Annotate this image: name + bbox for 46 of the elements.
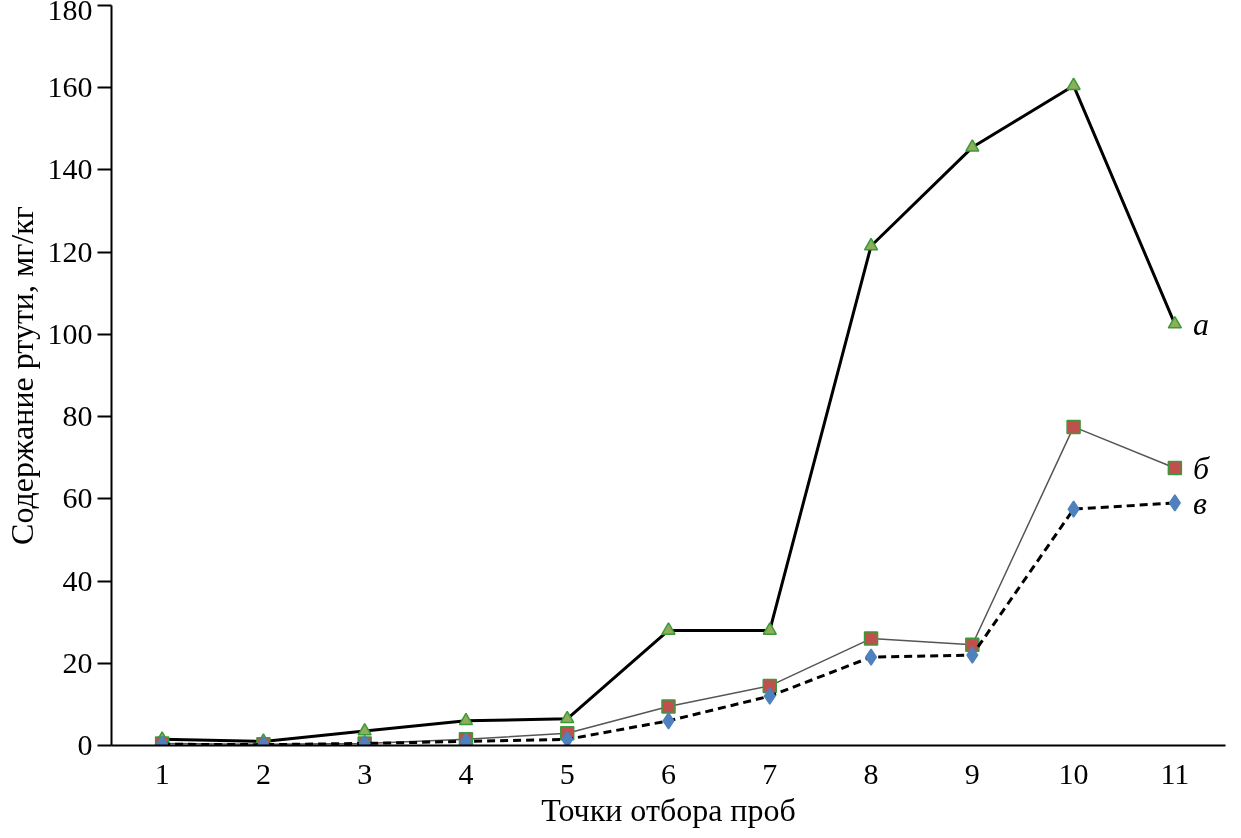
- x-tick-label: 6: [661, 756, 676, 790]
- x-tick-label: 4: [458, 756, 474, 790]
- point: [863, 237, 879, 251]
- x-tick-label: 2: [255, 756, 271, 790]
- point: [1066, 419, 1081, 435]
- point: [458, 712, 474, 726]
- y-tick-label: 40: [62, 563, 93, 597]
- point: [662, 712, 675, 730]
- point: [1066, 77, 1081, 91]
- x-tick-label: 5: [559, 756, 575, 790]
- y-tick-label: 140: [47, 152, 93, 186]
- y-tick-label: 100: [47, 316, 93, 350]
- point: [1168, 494, 1181, 512]
- series-label: а: [1193, 306, 1210, 343]
- point: [1067, 500, 1080, 518]
- point: [863, 631, 879, 646]
- point: [561, 730, 574, 746]
- point: [762, 622, 778, 635]
- x-axis-title: Точки отбора проб: [541, 791, 796, 828]
- point: [357, 722, 372, 736]
- y-tick-label: 180: [47, 0, 93, 26]
- point: [763, 687, 776, 705]
- series-label: в: [1193, 484, 1208, 521]
- point: [965, 139, 980, 152]
- x-tick-label: 1: [154, 756, 170, 790]
- x-tick-label: 11: [1160, 756, 1190, 790]
- point: [966, 646, 979, 664]
- x-tick-label: 10: [1058, 756, 1089, 790]
- x-tick-label: 8: [863, 756, 879, 790]
- x-tick-label: 3: [357, 756, 373, 790]
- point: [864, 648, 878, 666]
- x-tick-label: 9: [964, 756, 980, 790]
- y-axis-title: Содержание ртути, мг/кг: [3, 206, 40, 545]
- y-tick-label: 60: [62, 481, 93, 515]
- point: [661, 622, 676, 635]
- y-tick-label: 120: [47, 234, 93, 268]
- point: [1167, 460, 1183, 476]
- point: [559, 710, 575, 724]
- y-tick-label: 80: [62, 399, 93, 433]
- x-tick-label: 7: [762, 756, 778, 790]
- series-label: б: [1193, 450, 1211, 486]
- point: [661, 699, 676, 714]
- y-tick-label: 0: [77, 728, 93, 761]
- y-tick-label: 160: [47, 70, 93, 104]
- point: [1167, 315, 1183, 329]
- y-tick-label: 20: [62, 645, 93, 679]
